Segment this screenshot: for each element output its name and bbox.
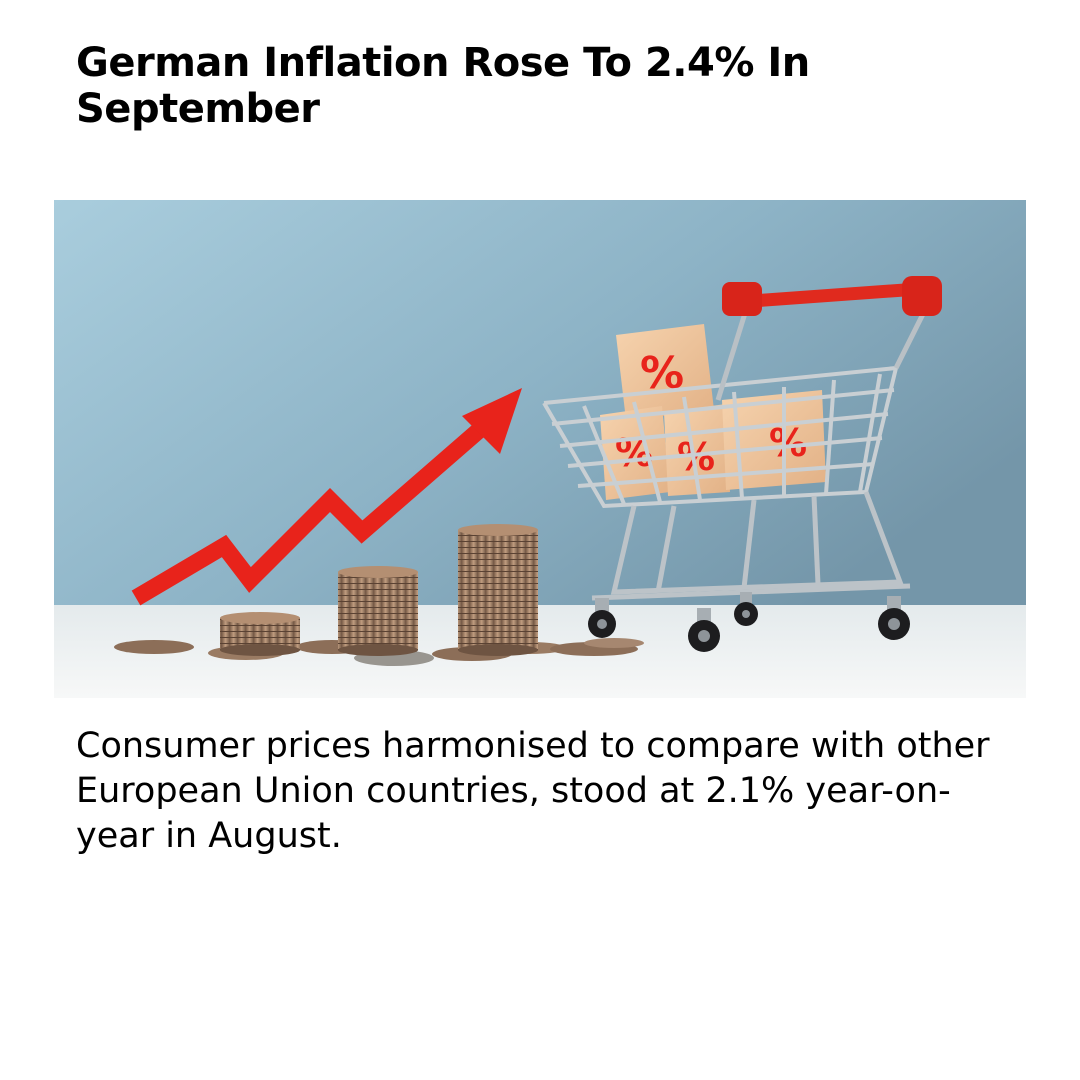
hero-image: % % % % [54,200,1026,698]
coin-stack-tall [458,524,538,656]
percent-box-right: % [722,390,826,490]
headline: German Inflation Rose To 2.4% In Septemb… [76,40,810,132]
article-summary: Consumer prices harmonised to compare wi… [76,726,990,856]
coin-stack-small [220,612,300,656]
percent-box-top: % [616,324,714,420]
rising-arrow-icon [131,388,522,606]
coin-stack-medium [338,566,418,656]
cart-wheels [588,592,910,652]
shopping-cart-icon: % % % % [542,276,942,652]
cart-handle [722,276,942,316]
svg-text:%: % [769,421,807,465]
